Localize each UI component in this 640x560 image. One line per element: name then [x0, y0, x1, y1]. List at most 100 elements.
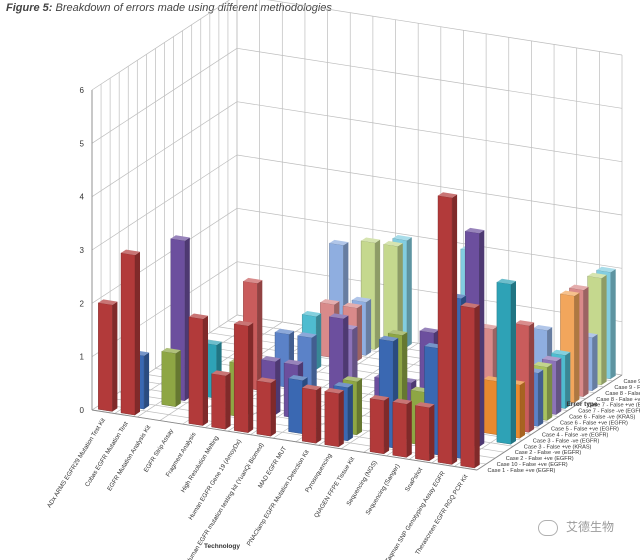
bar-side-face	[375, 239, 381, 350]
bar-top-face	[98, 299, 118, 305]
bar-side-face	[352, 326, 358, 383]
back-wall-gridline	[236, 261, 623, 323]
figure-title-text: Breakdown of errors made using different…	[52, 2, 332, 14]
bar-top-face	[569, 284, 589, 291]
bar-side-face	[583, 286, 589, 397]
x-category-label: Human EGFR Gene 19 (AmoyDx)	[187, 438, 243, 521]
x-category-label: Cobas EGFR Mutation Test	[84, 420, 130, 488]
bar-side-face	[592, 334, 598, 391]
bar-side-face	[144, 352, 150, 410]
series-label: Case 9 - False -ve (EGFR)	[624, 379, 640, 385]
bar-front-face	[98, 302, 113, 412]
bar-top-face	[297, 332, 317, 338]
figure-title: Figure 5: Breakdown of errors made using…	[6, 2, 332, 14]
bar-front-face	[288, 378, 303, 435]
bar-top-face	[329, 313, 349, 319]
bar-top-face	[275, 328, 294, 335]
series-label: Case 6 - False +ve (EGFR)	[560, 421, 628, 427]
bar	[302, 384, 322, 444]
bar-top-face	[342, 376, 362, 382]
bar	[369, 395, 390, 455]
bar-top-face	[161, 347, 181, 354]
x-category-label: SnaPshot	[404, 466, 424, 493]
bar-side-face	[135, 251, 140, 416]
bar-side-face	[311, 334, 317, 392]
bar-top-face	[392, 235, 412, 241]
bar-side-face	[347, 384, 353, 441]
watermark: 艾德生物	[566, 520, 615, 534]
bar-top-face	[515, 320, 535, 326]
bar-side-face	[397, 243, 403, 354]
y-tick-label: 4	[80, 193, 85, 202]
bar-side-face	[538, 369, 544, 427]
x-axis-title: Technology	[204, 543, 240, 550]
bar-front-face	[188, 316, 204, 426]
bar-front-face	[211, 373, 226, 430]
x-axis-line	[91, 409, 478, 471]
bar	[392, 398, 412, 458]
back-wall-gridline	[236, 101, 623, 163]
y-tick-label: 0	[80, 406, 85, 415]
series-label: Case 8 - False -ve (KRAS)	[605, 391, 640, 397]
bar-front-face	[233, 323, 249, 433]
bar-side-face	[565, 352, 571, 409]
bar-top-face	[234, 320, 254, 326]
bar-top-face	[121, 249, 140, 256]
bar	[460, 302, 480, 469]
bar-top-face	[392, 398, 412, 405]
bar-top-face	[533, 361, 553, 368]
bar-front-face	[460, 305, 475, 469]
bar-top-face	[211, 370, 231, 376]
back-wall-gridline	[236, 154, 623, 216]
y-tick-label: 1	[80, 353, 85, 362]
bar-top-face	[302, 311, 322, 317]
bar-side-face	[357, 378, 362, 435]
bar	[496, 278, 516, 445]
bar	[415, 402, 435, 462]
bar-top-face	[587, 272, 607, 279]
bar-top-face	[542, 355, 562, 362]
bar-side-face	[529, 322, 535, 433]
y-tick-label: 6	[80, 86, 85, 95]
bar	[324, 388, 344, 448]
bar-top-face	[465, 227, 485, 234]
z-axis-title: Error type	[566, 401, 597, 408]
bar-side-face	[574, 292, 580, 403]
bar-side-face	[257, 280, 263, 390]
bar-front-face	[437, 195, 453, 465]
bar-top-face	[284, 359, 304, 366]
back-wall-gridline	[266, 0, 623, 56]
bar-front-face	[483, 379, 498, 436]
bar-top-face	[320, 299, 340, 305]
bar-side-face	[492, 326, 498, 383]
series-label: Case 3 - False +ve (KRAS)	[524, 444, 592, 450]
bar	[188, 313, 208, 426]
bar-side-face	[366, 298, 372, 356]
z-axis-line	[476, 374, 623, 471]
y-tick-label: 3	[80, 246, 85, 255]
bar-side-face	[384, 397, 390, 454]
bar-side-face	[338, 390, 344, 447]
bar-side-face	[248, 322, 254, 433]
bar-top-face	[383, 241, 403, 247]
bar-top-face	[551, 349, 571, 356]
bar-top-face	[352, 296, 372, 303]
wechat-logo-icon	[538, 520, 558, 536]
bar-side-face	[184, 237, 190, 401]
series-label: Case 2 - False -ve (EGFR)	[515, 450, 582, 456]
bar-top-face	[438, 192, 458, 198]
bar	[120, 249, 140, 416]
bar-top-face	[288, 375, 308, 381]
bar-side-face	[601, 274, 607, 385]
bar-side-face	[406, 237, 412, 348]
bar-top-face	[343, 302, 362, 309]
bar-side-face	[357, 304, 362, 362]
bar-top-face	[170, 235, 190, 241]
bar-top-face	[261, 356, 281, 362]
series-label: Case 1 - False +ve (EGFR)	[488, 468, 556, 474]
bar-top-face	[415, 402, 435, 408]
bar-side-face	[479, 230, 485, 447]
bar	[383, 241, 403, 354]
bar-front-face	[415, 405, 430, 462]
series-label: Case 7 - False +ve (EGFR)	[587, 403, 640, 409]
